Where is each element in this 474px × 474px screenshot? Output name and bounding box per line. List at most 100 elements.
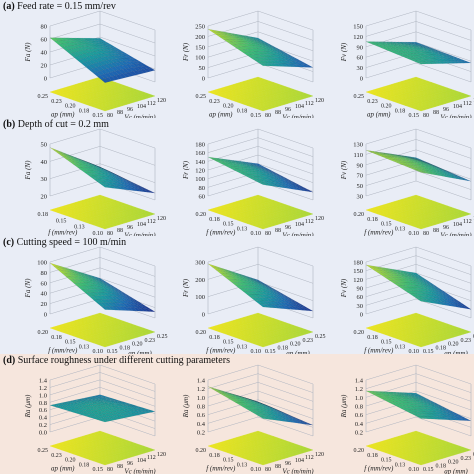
- y-tick-label: 0.15: [107, 349, 118, 354]
- z-axis-label: Fa (N): [24, 42, 32, 63]
- y-tick-label: 88: [433, 110, 439, 116]
- floor-contour: [207, 194, 314, 230]
- x-tick-label: 0.18: [237, 108, 248, 114]
- y-tick-label: 104: [137, 104, 146, 110]
- panel-d: (d) Surface roughness under different cu…: [0, 354, 474, 474]
- z-tick-label: 160: [195, 150, 205, 157]
- surface-mesh: [207, 386, 314, 426]
- y-tick-label: 104: [295, 104, 304, 110]
- x-tick-label: 0.10: [251, 467, 262, 473]
- y-tick-label: 96: [127, 461, 133, 467]
- y-tick-label: 88: [117, 464, 123, 470]
- y-tick-label: 120: [315, 216, 324, 222]
- surface-cell: [290, 63, 300, 68]
- surface-cell: [273, 184, 281, 188]
- surface-cell: [283, 185, 292, 190]
- z-tick-label: 100: [195, 55, 205, 62]
- z-tick-label: 0.4: [39, 415, 48, 422]
- y-tick-label: 0.15: [265, 349, 276, 354]
- surface-cell: [283, 418, 292, 423]
- y-tick-label: 0.23: [461, 338, 472, 344]
- z-tick-label: 150: [353, 268, 363, 275]
- z-grid-line: [365, 170, 472, 190]
- y-tick-label: 104: [137, 458, 146, 464]
- z-grid-line: [365, 21, 472, 41]
- z-tick-label: 0.2: [197, 430, 205, 437]
- z-tick-label: 80: [41, 24, 48, 31]
- z-tick-label: 20: [41, 63, 48, 70]
- x-tick-label: 0.15: [223, 222, 234, 228]
- surface-cell: [423, 299, 433, 304]
- surface-cell: [449, 175, 457, 179]
- surface-cell: [456, 304, 464, 309]
- surface-mesh: [365, 150, 472, 182]
- x-axis-label: ap (mm): [209, 111, 233, 118]
- z-tick-label: 0: [202, 76, 205, 83]
- y-tick-label: 104: [137, 222, 146, 228]
- surface-cell: [100, 306, 109, 310]
- floor-contour: [49, 194, 156, 230]
- panel-b-title: (b) Depth of cut = 0.2 mm: [3, 119, 109, 130]
- x-tick-label: 0.25: [196, 94, 207, 100]
- x-tick-label: 0.25: [38, 448, 49, 454]
- y-axis-label: Vc (m/min): [440, 114, 472, 119]
- z-tick-label: 30: [357, 303, 364, 310]
- x-tick-label: 0.13: [237, 344, 248, 350]
- z-axis-label: Fa (N): [24, 278, 32, 299]
- z-tick-label: 0.6: [39, 407, 48, 414]
- z-tick-label: 1.2: [197, 386, 205, 393]
- y-tick-label: 0.18: [436, 345, 447, 351]
- surface-cell: [417, 170, 425, 174]
- x-tick-label: 0.20: [354, 330, 365, 336]
- surface-cell: [423, 61, 433, 65]
- x-tick-label: 0.20: [38, 330, 49, 336]
- axis-walls: [49, 246, 156, 319]
- surface-cell: [273, 417, 281, 422]
- z-tick-label: 30: [357, 65, 364, 72]
- floor-contour: [365, 76, 472, 112]
- y-tick-label: 120: [315, 98, 324, 104]
- surface-cell: [265, 62, 275, 67]
- y-tick-label: 104: [453, 104, 462, 110]
- z-axis-label: Ra (μm): [24, 394, 32, 418]
- x-axis-label: f (mm/rev): [48, 347, 78, 354]
- x-tick-label: 0.15: [93, 467, 104, 473]
- x-tick-label: 0.18: [79, 108, 90, 114]
- x-tick-label: 0.13: [237, 226, 248, 232]
- y-tick-label: 88: [433, 228, 439, 234]
- axis-walls: [207, 364, 314, 437]
- y-tick-label: 104: [295, 458, 304, 464]
- z-tick-label: 90: [357, 286, 364, 293]
- panel-d-svg: 0.00.20.40.60.81.01.21.4Ra (μm)0.250.230…: [24, 364, 474, 474]
- surface-cell: [115, 74, 124, 80]
- y-tick-label: 120: [315, 452, 324, 458]
- z-tick-label: 0.2: [39, 422, 47, 429]
- z-tick-label: 0.4: [197, 421, 206, 428]
- z-axis-label: Fr (N): [182, 42, 190, 62]
- y-tick-label: 88: [117, 228, 123, 234]
- panel-d-title: (d) Surface roughness under different cu…: [3, 355, 230, 366]
- surface-cell: [438, 301, 447, 306]
- y-tick-label: 96: [443, 107, 449, 113]
- floor-contour: [365, 430, 472, 466]
- y-tick-label: 80: [265, 231, 271, 236]
- y-axis-label: Vc (m/min): [282, 232, 314, 237]
- surface-cell: [107, 184, 117, 189]
- surface-mesh: [365, 390, 472, 421]
- y-tick-label: 96: [127, 107, 133, 113]
- x-tick-label: 0.20: [196, 448, 207, 454]
- floor-contour: [207, 430, 314, 466]
- y-axis-label: Vc (m/min): [440, 232, 472, 237]
- x-tick-label: 0.13: [395, 226, 406, 232]
- z-tick-label: 70: [357, 173, 364, 180]
- z-tick-label: 30: [41, 176, 48, 183]
- x-tick-label: 0.15: [251, 113, 262, 118]
- y-tick-label: 0.18: [278, 345, 289, 351]
- x-tick-label: 0.18: [38, 212, 49, 218]
- x-tick-label: 0.10: [93, 231, 104, 236]
- surface-cell: [438, 173, 447, 177]
